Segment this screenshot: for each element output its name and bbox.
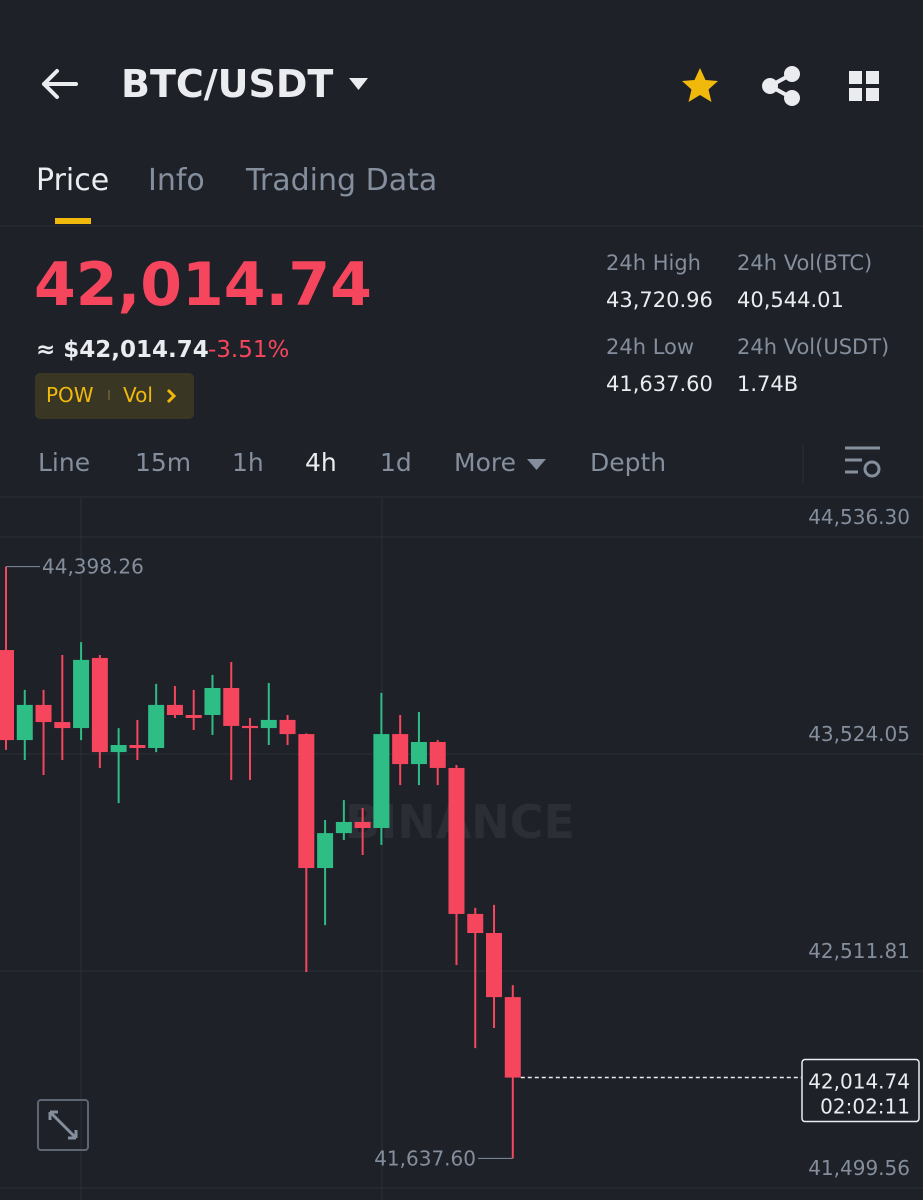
- candle-body: [35, 704, 52, 723]
- candle-body: [204, 687, 221, 715]
- tab[interactable]: Price: [36, 163, 110, 198]
- tag[interactable]: Vol: [123, 383, 153, 407]
- last-price-label: 42,014.74: [808, 1070, 910, 1094]
- candle-body: [410, 742, 427, 765]
- countdown: 02:02:11: [820, 1095, 910, 1119]
- candle-body: [110, 745, 127, 753]
- pair-dropdown[interactable]: [349, 78, 368, 90]
- candle-body: [279, 719, 296, 735]
- chart: BINANCE 44,536.3043,524.0542,511.8141,49…: [0, 498, 923, 1200]
- last-price: 42,014.74: [34, 250, 372, 320]
- candle-body: [185, 714, 202, 718]
- stat-label: 24h Low: [606, 335, 695, 359]
- candle-body: [317, 833, 334, 869]
- share-button[interactable]: [762, 66, 800, 106]
- tab-indicator: [55, 218, 91, 224]
- interval[interactable]: Line: [38, 448, 91, 477]
- stat-value: 41,637.60: [606, 372, 713, 396]
- candle-body: [298, 734, 315, 869]
- interval[interactable]: 1d: [380, 448, 412, 477]
- candle-body: [392, 734, 409, 765]
- candle-body: [486, 933, 503, 998]
- candle-body: [429, 742, 446, 768]
- y-tick-label: 44,536.30: [808, 505, 910, 529]
- candle-body: [129, 745, 146, 749]
- candle-body: [373, 734, 390, 828]
- stat-label: 24h High: [606, 251, 701, 275]
- candle-body: [73, 659, 90, 729]
- tab[interactable]: Info: [148, 163, 205, 198]
- candle-body: [91, 657, 108, 753]
- tag[interactable]: POW: [46, 383, 94, 407]
- candle-body: [166, 704, 183, 715]
- tab[interactable]: Trading Data: [246, 163, 438, 198]
- tag-box[interactable]: [35, 373, 194, 419]
- candle-body: [54, 722, 71, 729]
- interval[interactable]: 4h: [305, 448, 337, 477]
- interval[interactable]: More: [454, 448, 516, 477]
- candle-body: [223, 687, 240, 726]
- interval[interactable]: 1h: [232, 448, 264, 477]
- candle-body: [16, 704, 33, 741]
- approx-price: ≈ $42,014.74: [36, 337, 209, 363]
- interval[interactable]: 15m: [135, 448, 192, 477]
- candle-body: [260, 719, 277, 729]
- y-tick-label: 42,511.81: [808, 939, 910, 963]
- stat-label: 24h Vol(USDT): [737, 335, 890, 359]
- interval[interactable]: Depth: [590, 448, 667, 477]
- last-price-box: [801, 1058, 920, 1123]
- header-icons: [0, 66, 923, 498]
- candle-body: [0, 650, 14, 741]
- stat-value: 40,544.01: [737, 288, 844, 312]
- candle-body: [242, 725, 259, 729]
- stat-label: 24h Vol(BTC): [737, 251, 873, 275]
- y-tick-label: 43,524.05: [808, 722, 910, 746]
- pair-title[interactable]: BTC/USDT: [121, 62, 334, 106]
- high-marker-label: 44,398.26: [42, 555, 144, 579]
- candle-body: [148, 704, 165, 749]
- tag-chevron: [166, 388, 177, 404]
- stat-value: 43,720.96: [606, 288, 713, 312]
- expand-button[interactable]: [37, 1099, 89, 1151]
- candle-body: [504, 997, 521, 1078]
- more-dropdown[interactable]: [527, 459, 546, 470]
- candle-body: [335, 821, 352, 834]
- price-change: -3.51%: [208, 337, 290, 363]
- candle-body: [354, 821, 371, 828]
- candle-body: [448, 767, 465, 914]
- chart-settings[interactable]: [845, 446, 881, 478]
- candle-body: [467, 913, 484, 934]
- y-tick-label: 41,499.56: [808, 1156, 910, 1180]
- favorite-star[interactable]: [682, 68, 718, 102]
- grid-menu[interactable]: [849, 71, 879, 101]
- low-marker-label: 41,637.60: [374, 1146, 476, 1170]
- back-button[interactable]: [42, 69, 78, 99]
- stat-value: 1.74B: [737, 372, 799, 396]
